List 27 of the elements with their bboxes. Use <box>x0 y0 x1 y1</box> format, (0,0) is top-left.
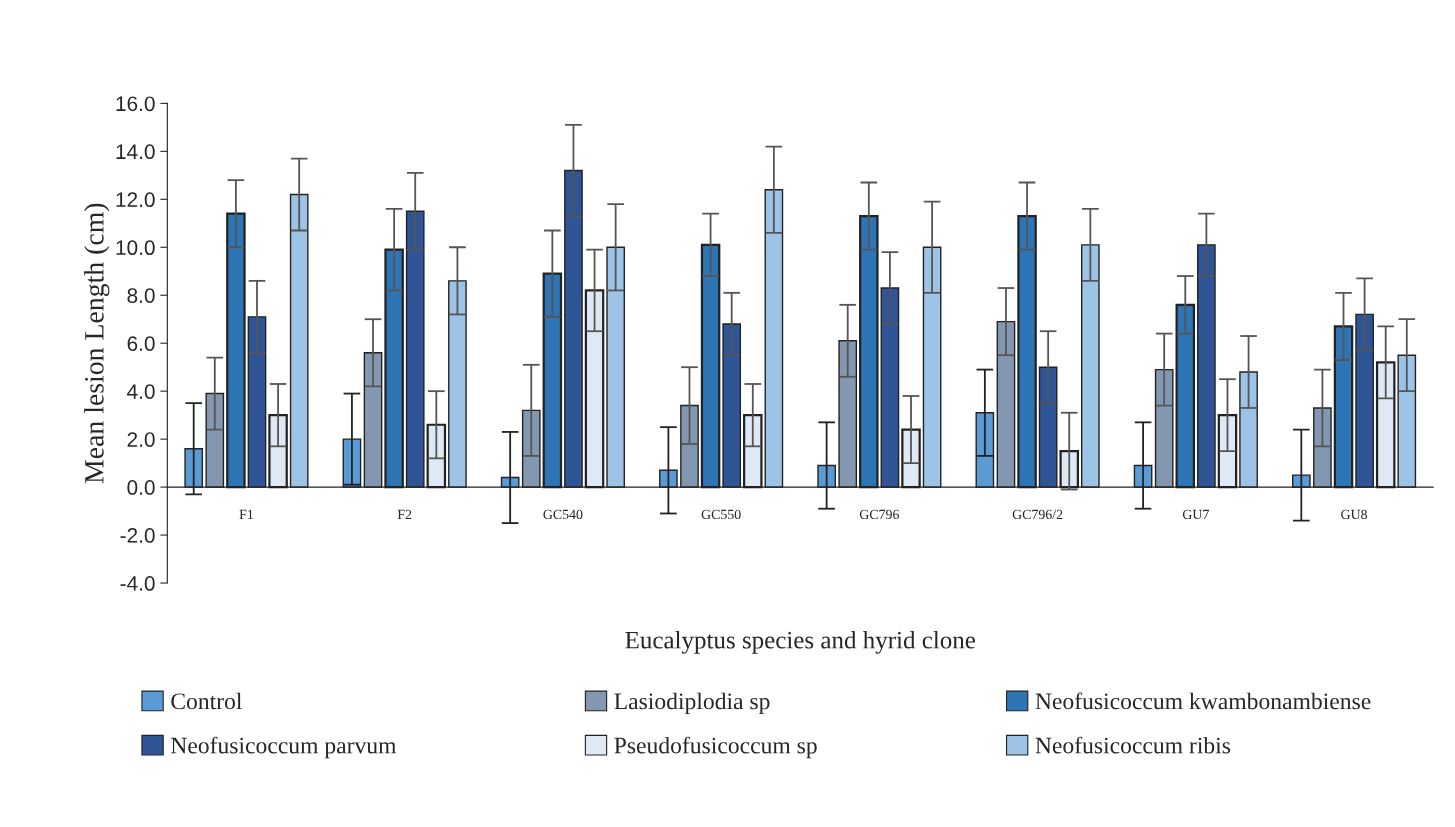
x-tick-label: GC540 <box>543 509 583 520</box>
x-tick-label: GU8 <box>1341 509 1368 520</box>
y-tick-label: 2.0 <box>127 432 155 447</box>
legend-label: Neofusicoccum kwambonambiense <box>1035 692 1371 710</box>
x-tick-label: GC550 <box>701 509 741 520</box>
legend-label: Neofusicoccum ribis <box>1035 736 1231 754</box>
y-tick-label: 10.0 <box>116 240 155 256</box>
legend-label: Lasiodiplodia sp <box>614 692 770 715</box>
x-axis-title: Eucalyptus species and hyrid clone <box>625 631 976 654</box>
y-tick-label: 4.0 <box>127 384 155 399</box>
x-tick-label: F2 <box>397 509 412 519</box>
y-tick-label: -2.0 <box>120 528 155 543</box>
x-tick-label: GC796 <box>859 509 900 520</box>
x-tick-label: GU7 <box>1182 509 1209 520</box>
legend-label: Pseudofusicoccum sp <box>614 736 817 759</box>
y-tick-label: 0.0 <box>127 480 155 495</box>
y-tick-label: -4.0 <box>120 576 155 591</box>
y-tick-label: 14.0 <box>116 144 155 160</box>
y-tick-label: 12.0 <box>116 192 155 208</box>
x-tick-label: GC796/2 <box>1012 509 1063 520</box>
x-tick-label: F1 <box>239 509 253 519</box>
y-tick-label: 8.0 <box>127 288 155 303</box>
y-axis-title: Mean lesion Length (cm) <box>84 203 110 484</box>
legend-label: Control <box>171 692 242 710</box>
legend-label: Neofusicoccum parvum <box>170 736 397 759</box>
y-tick-label: 16.0 <box>116 96 155 112</box>
y-tick-label: 6.0 <box>127 336 155 351</box>
